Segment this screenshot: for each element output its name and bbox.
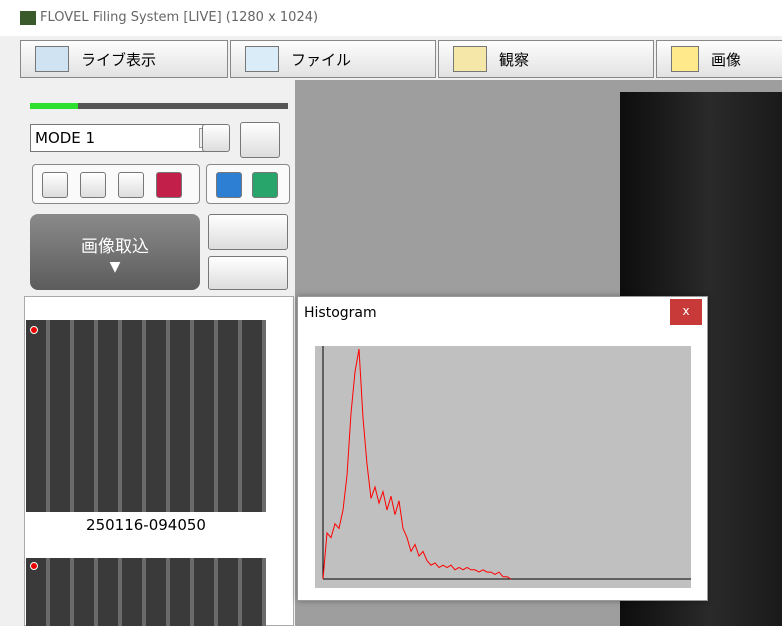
tab-image[interactable]: 画像: [656, 40, 782, 78]
side-panel: MODE 1▼ 画像取込 ▼ 250116-094050: [22, 90, 295, 626]
thumbnail-label: 250116-094050: [26, 512, 266, 534]
tool-button[interactable]: [118, 172, 144, 198]
settings-button[interactable]: [202, 124, 230, 152]
tab-label: 画像: [711, 49, 741, 70]
histogram-title: Histogram: [304, 305, 377, 321]
histogram-window: Histogram x: [297, 296, 708, 601]
plot-background: [315, 346, 691, 588]
mode-label: MODE 1: [35, 129, 95, 147]
tab-icon: [245, 46, 279, 72]
tool-button[interactable]: [80, 172, 106, 198]
title-bar: FLOVEL Filing System [LIVE] (1280 x 1024…: [0, 0, 782, 36]
capture-button[interactable]: 画像取込 ▼: [30, 214, 200, 290]
tab-icon: [453, 46, 487, 72]
tab-label: ファイル: [291, 49, 351, 70]
tab-observe[interactable]: 観察: [438, 40, 654, 78]
progress-fill: [30, 103, 78, 109]
marker: [30, 562, 38, 570]
tool-button[interactable]: [156, 172, 182, 198]
capture-label: 画像取込: [81, 237, 149, 257]
tab-label: ライブ表示: [81, 49, 156, 70]
histogram-plot: [315, 346, 691, 588]
histogram-button[interactable]: [208, 256, 288, 290]
view-button[interactable]: [216, 172, 242, 198]
zoom-button[interactable]: [208, 214, 288, 250]
tool-button[interactable]: [42, 172, 68, 198]
tab-live[interactable]: ライブ表示: [20, 40, 228, 78]
tab-icon: [671, 46, 699, 72]
mode-select[interactable]: MODE 1▼: [30, 124, 220, 152]
tab-file[interactable]: ファイル: [230, 40, 436, 78]
color-button[interactable]: [240, 122, 280, 158]
tab-icon: [35, 46, 69, 72]
thumbnail-image[interactable]: [26, 320, 266, 512]
progress: [30, 103, 288, 109]
marker: [30, 326, 38, 334]
close-button[interactable]: x: [670, 299, 702, 325]
tab-label: 観察: [499, 49, 529, 70]
app: FLOVEL Filing System [LIVE] (1280 x 1024…: [0, 0, 782, 626]
app-icon: [20, 11, 36, 25]
close-label: x: [682, 304, 689, 318]
capture-arrow: ▼: [30, 259, 200, 275]
thumbnail-image[interactable]: [26, 558, 266, 626]
window-title: FLOVEL Filing System [LIVE] (1280 x 1024…: [40, 10, 318, 25]
view-button[interactable]: [252, 172, 278, 198]
